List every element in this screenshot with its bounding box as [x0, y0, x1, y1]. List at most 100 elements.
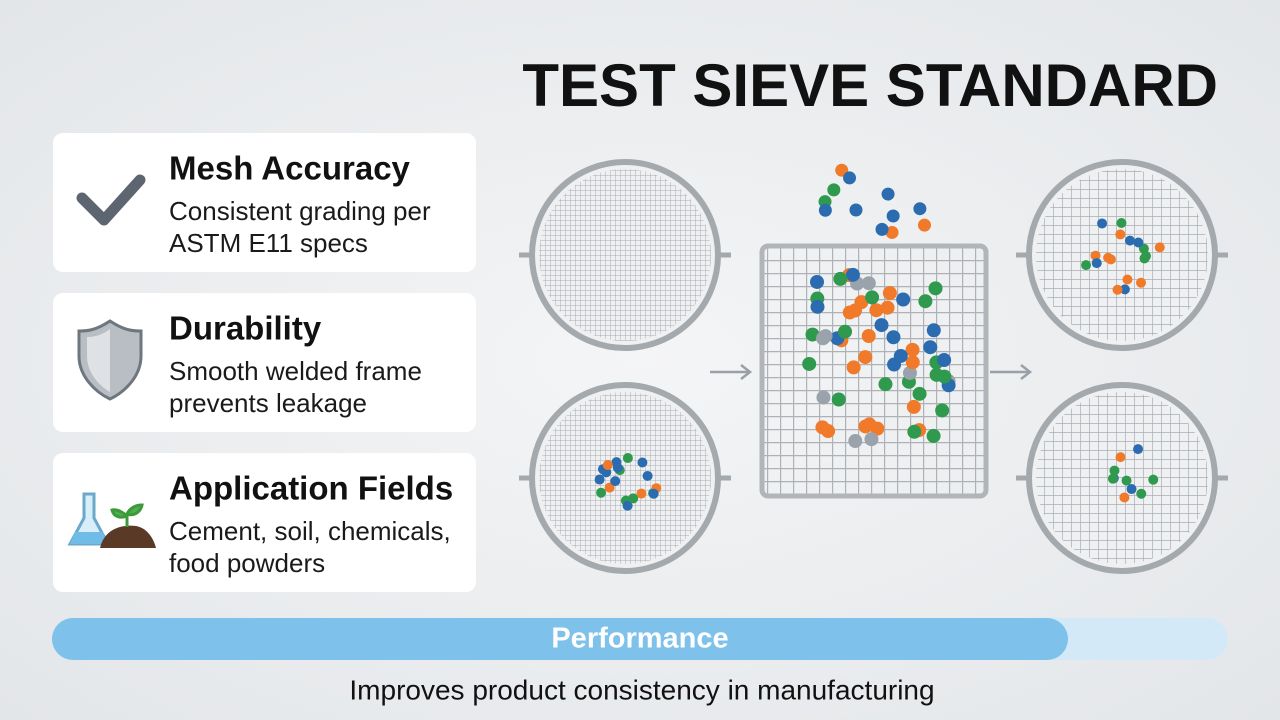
- particle: [937, 353, 952, 368]
- particle: [622, 500, 633, 511]
- particle: [1116, 217, 1127, 228]
- particle: [923, 340, 938, 355]
- particle: [843, 171, 857, 185]
- card-title: Durability: [169, 310, 322, 347]
- particle: [1107, 473, 1118, 484]
- particle: [637, 457, 648, 468]
- card-background: [53, 133, 476, 272]
- particle: [818, 203, 832, 217]
- particle: [604, 482, 615, 493]
- particle: [816, 390, 831, 405]
- sieve-mesh: [539, 392, 711, 564]
- card-description: Consistent grading per: [169, 196, 431, 226]
- particle: [893, 348, 908, 363]
- particle: [861, 329, 876, 344]
- card-title: Application Fields: [169, 470, 453, 507]
- particle: [917, 218, 931, 232]
- particle: [1154, 242, 1165, 253]
- check-icon: [76, 174, 146, 226]
- card-background: [53, 293, 476, 432]
- particle: [831, 392, 846, 407]
- particle: [885, 225, 899, 239]
- card-description: prevents leakage: [169, 388, 367, 418]
- particle: [1115, 452, 1126, 463]
- particle: [1126, 484, 1137, 495]
- particle: [935, 403, 950, 418]
- particle: [1133, 237, 1144, 248]
- particle: [802, 356, 817, 371]
- particle: [1091, 258, 1102, 269]
- card-description: ASTM E11 specs: [169, 228, 368, 258]
- sieve-mesh: [1036, 169, 1208, 341]
- particle: [886, 209, 900, 223]
- particle: [612, 462, 623, 473]
- particle: [1122, 274, 1133, 285]
- particle: [880, 300, 895, 315]
- particle: [821, 424, 836, 439]
- particle: [864, 432, 879, 447]
- particle: [928, 281, 943, 296]
- flask-liquid: [70, 532, 108, 544]
- particle: [1097, 218, 1108, 229]
- particle: [628, 493, 639, 504]
- particle: [1119, 284, 1130, 295]
- particle: [1136, 488, 1147, 499]
- particle: [622, 453, 633, 464]
- particle: [886, 330, 901, 345]
- particle: [926, 428, 941, 443]
- particle: [1140, 251, 1151, 262]
- particle: [907, 424, 922, 439]
- card-background: [53, 453, 476, 592]
- particle: [861, 276, 876, 291]
- card: Mesh Accuracy Consistent grading per AST…: [53, 133, 476, 272]
- particle: [636, 488, 647, 499]
- particle: [912, 386, 927, 401]
- plant-icon: [110, 503, 144, 527]
- particle: [1136, 277, 1147, 288]
- particle: [905, 342, 920, 357]
- particle: [926, 323, 941, 338]
- card: Application Fields Cement, soil, chemica…: [53, 453, 476, 592]
- particle: [1112, 284, 1123, 295]
- particle: [1121, 475, 1132, 486]
- particle: [1133, 444, 1144, 455]
- arrow: [710, 364, 753, 380]
- particle: [905, 355, 920, 370]
- particle: [818, 329, 833, 344]
- particle: [833, 271, 848, 286]
- particle: [810, 299, 825, 314]
- page-title: TEST SIEVE STANDARD: [522, 52, 1218, 119]
- particle: [1109, 465, 1120, 476]
- particle: [858, 350, 873, 365]
- particle: [869, 303, 884, 318]
- performance-bar: Performance: [52, 618, 1228, 660]
- particle: [878, 377, 893, 392]
- card-description: Cement, soil, chemicals,: [169, 516, 451, 546]
- particle: [642, 470, 653, 481]
- performance-label: Performance: [551, 623, 728, 655]
- particle: [906, 399, 921, 414]
- card-title: Mesh Accuracy: [169, 150, 411, 187]
- particle: [913, 202, 927, 216]
- particle: [610, 476, 621, 487]
- particle: [1119, 492, 1130, 503]
- particle: [842, 305, 857, 320]
- particle: [849, 203, 863, 217]
- particle: [882, 286, 897, 301]
- particle: [858, 419, 873, 434]
- particle: [1148, 474, 1159, 485]
- particle: [881, 187, 895, 201]
- soil-icon: [100, 525, 156, 548]
- particle: [1090, 250, 1101, 261]
- particle: [902, 365, 917, 380]
- sieve-mesh: [1036, 392, 1208, 564]
- card-description: Smooth welded frame: [169, 356, 422, 386]
- bar-fill: [52, 618, 1068, 660]
- particle: [846, 360, 861, 375]
- particle: [594, 474, 605, 485]
- particle: [838, 324, 853, 339]
- arrow: [990, 364, 1033, 380]
- shield-highlight: [87, 329, 110, 392]
